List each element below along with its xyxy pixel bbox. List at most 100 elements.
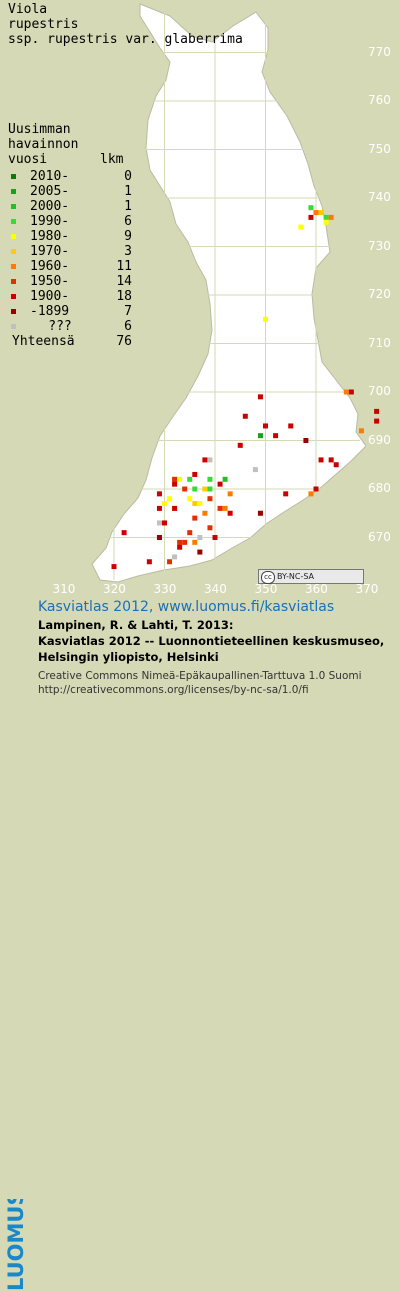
- observation-dot: [348, 389, 354, 395]
- observation-dot: [167, 559, 173, 565]
- footer-license-name: Creative Commons Nimeä-Epäkaupallinen-Ta…: [38, 670, 362, 682]
- y-tick-label: 750: [368, 141, 391, 156]
- observation-dot: [323, 214, 329, 220]
- observation-dot: [207, 525, 213, 531]
- y-tick-label: 720: [368, 287, 391, 301]
- observation-dot: [202, 457, 208, 463]
- observation-dot: [146, 559, 152, 565]
- observation-dot: [323, 219, 329, 225]
- observation-dot: [197, 501, 203, 507]
- observation-dot: [192, 471, 198, 477]
- observation-dot: [237, 442, 243, 448]
- observation-dot: [333, 462, 339, 468]
- legend-count-value: 14: [116, 274, 132, 289]
- x-tick-label: 360: [305, 582, 328, 596]
- observation-dot: [172, 481, 178, 487]
- observation-dot: [207, 496, 213, 502]
- legend-year-label: 1970-: [30, 244, 70, 259]
- observation-dot: [162, 501, 167, 507]
- legend-swatch: [11, 219, 16, 224]
- legend-count-value: 3: [124, 244, 132, 259]
- footer-citation-title: Kasviatlas 2012 -- Luonnontieteellinen k…: [38, 634, 385, 648]
- legend-col-year: vuosi: [8, 152, 48, 167]
- observation-dot: [227, 491, 233, 497]
- legend-count-value: 0: [124, 169, 132, 184]
- legend-swatch: [11, 264, 16, 269]
- legend-swatch: [11, 249, 16, 254]
- legend-col-count: lkm: [100, 152, 124, 167]
- legend-count-value: 1: [124, 184, 132, 199]
- legend-swatch: [11, 294, 16, 299]
- cc-icon: cc: [261, 571, 275, 584]
- legend-year-label: -1899: [30, 304, 70, 319]
- observation-dot: [177, 544, 183, 550]
- observation-dot: [172, 476, 178, 482]
- y-tick-label: 670: [368, 529, 391, 544]
- footer: LUOMUS Kasviatlas 2012, www.luomus.fi/ka…: [0, 596, 400, 1291]
- y-tick-label: 680: [368, 481, 391, 495]
- observation-dot: [187, 496, 193, 502]
- observation-dot: [121, 530, 127, 536]
- observation-dot: [156, 535, 162, 540]
- observation-dot: [192, 539, 198, 545]
- x-tick-label: 340: [204, 582, 227, 596]
- observation-dot: [263, 423, 268, 429]
- y-tick-label: 740: [368, 190, 391, 204]
- observation-dot: [313, 486, 319, 492]
- observation-dot: [273, 433, 279, 439]
- observation-dot: [177, 476, 183, 482]
- observation-dots: [111, 205, 380, 570]
- observation-dot: [162, 520, 167, 526]
- legend-year-label: 1990-: [30, 214, 70, 229]
- cc-license-badge: cc BY-NC-SA: [258, 569, 364, 584]
- observation-dot: [207, 486, 213, 492]
- observation-dot: [308, 205, 314, 211]
- legend-count-value: 6: [124, 214, 132, 229]
- grid-lines: [0, 0, 367, 580]
- observation-dot: [263, 316, 268, 322]
- legend-count-value: 18: [116, 289, 132, 304]
- observation-dot: [222, 476, 228, 482]
- legend-count-value: 7: [124, 304, 132, 319]
- observation-dot: [172, 554, 178, 560]
- observation-dot: [207, 457, 213, 463]
- observation-dot: [242, 413, 248, 419]
- observation-dot: [374, 418, 380, 424]
- legend-year-label: 1900-: [30, 289, 70, 304]
- y-tick-label: 770: [368, 44, 391, 59]
- legend-count-value: 9: [124, 229, 132, 244]
- x-tick-label: 350: [254, 582, 278, 596]
- finland-landmass: [91, 3, 367, 583]
- legend-swatch: [11, 324, 16, 329]
- legend-heading-1: Uusimman: [8, 122, 71, 137]
- legend-swatch: [11, 279, 16, 284]
- observation-dot: [222, 505, 228, 511]
- species-title-variety: ssp. rupestris var. glaberrima: [8, 32, 243, 47]
- legend-year-label: 2005-: [30, 184, 70, 199]
- observation-dot: [177, 539, 183, 545]
- luomus-logo-text: LUOMUS: [4, 1199, 26, 1291]
- footer-citation-publisher: Helsingin yliopisto, Helsinki: [38, 650, 219, 664]
- observation-dot: [343, 389, 349, 395]
- luomus-logo: LUOMUS: [4, 1199, 26, 1291]
- finland-map: [0, 0, 400, 596]
- observation-dot: [217, 481, 223, 487]
- legend-swatch: [11, 234, 16, 239]
- legend-count-value: 6: [124, 319, 132, 334]
- observation-dot: [182, 486, 188, 492]
- x-tick-label: 320: [103, 582, 126, 596]
- observation-dot: [167, 496, 173, 502]
- observation-dot: [202, 510, 208, 516]
- observation-dot: [308, 491, 314, 497]
- observation-dot: [212, 535, 218, 540]
- observation-dot: [192, 515, 198, 521]
- observation-dot: [318, 210, 324, 216]
- observation-dot: [172, 505, 178, 511]
- observation-dot: [328, 214, 334, 220]
- cc-badge-text: BY-NC-SA: [277, 572, 315, 581]
- footer-license-url[interactable]: http://creativecommons.org/licenses/by-n…: [38, 684, 309, 696]
- observation-dot: [182, 539, 188, 545]
- footer-atlas-link[interactable]: Kasviatlas 2012, www.luomus.fi/kasviatla…: [38, 599, 335, 615]
- observation-dot: [217, 505, 223, 511]
